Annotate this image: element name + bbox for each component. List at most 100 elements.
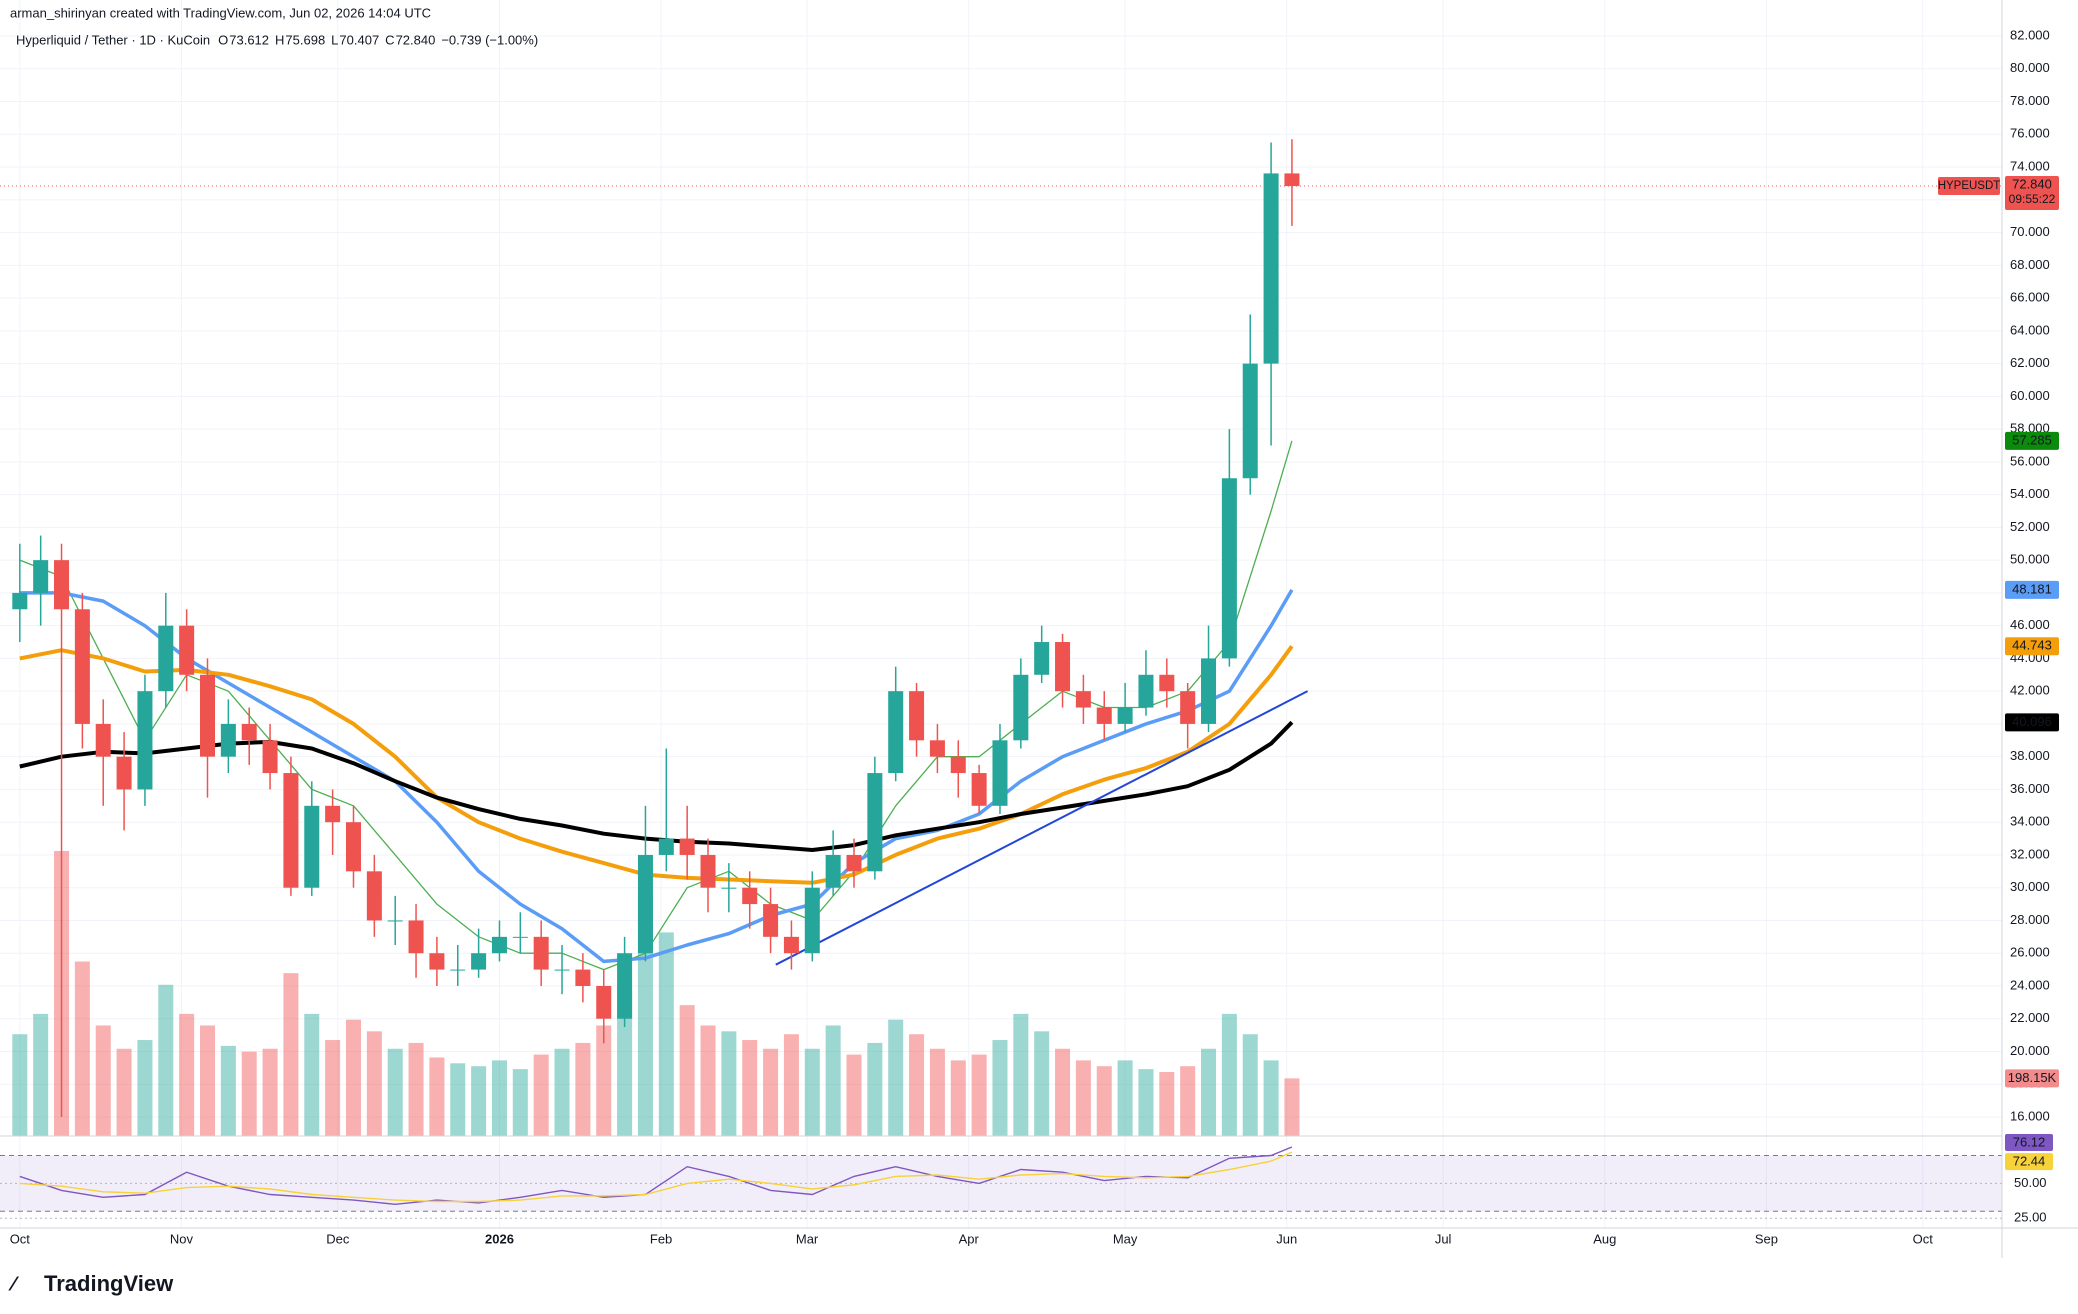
candle-body [241, 723, 257, 741]
candle-body [95, 723, 111, 757]
volume-bar [617, 990, 633, 1136]
candle-body [763, 904, 779, 937]
price-label-bg [2005, 580, 2059, 599]
volume-bar [742, 1040, 758, 1136]
candles [12, 139, 1300, 1118]
logo-text: TradingView [44, 1271, 174, 1296]
volume-bar [1242, 1034, 1258, 1136]
rsi-line [19, 1146, 1293, 1206]
ohlc-value: 73.612 [229, 32, 269, 47]
ohlc-value: 72.840 [396, 32, 436, 47]
symbol: Hyperliquid / Tether · 1D · KuCoin [16, 32, 210, 47]
volume-bar [533, 1054, 549, 1136]
x-tick-label: Mar [796, 1231, 819, 1246]
volume-bar [283, 973, 299, 1136]
candle-body [1096, 707, 1112, 724]
y-tick-label: 80.000 [2010, 60, 2050, 75]
change: −0.739 (−1.00%) [441, 32, 538, 47]
candle-body [1055, 642, 1071, 692]
volume-bar [262, 1048, 278, 1136]
candle-body [679, 838, 695, 855]
candle-body [220, 723, 236, 757]
price-label-bg [2005, 431, 2059, 450]
price-label: 57.285 [2012, 432, 2052, 447]
price-label: 40.096 [2012, 714, 2052, 729]
candle-body [658, 838, 674, 855]
x-tick-label: Apr [959, 1231, 980, 1246]
candle-body [1221, 478, 1237, 659]
volume-bar [12, 1034, 28, 1136]
y-tick-label: 38.000 [2010, 748, 2050, 763]
volume-bar [512, 1069, 528, 1136]
volume-label: 198.15K [2008, 1070, 2057, 1085]
candle-body [1180, 691, 1196, 724]
volume-bar [387, 1048, 403, 1136]
y-tick-label: 36.000 [2010, 781, 2050, 796]
volume-bar [804, 1048, 820, 1136]
candle-body [199, 674, 216, 757]
volume-bar [783, 1034, 799, 1136]
candle-body [1013, 674, 1029, 741]
volume-bar [721, 1031, 737, 1136]
x-tick-label: Jul [1435, 1231, 1452, 1246]
y-tick-label: 60.000 [2010, 388, 2050, 403]
volume-bar [158, 984, 174, 1136]
trendline [775, 690, 1309, 966]
ohlc-key: O [218, 32, 228, 47]
volume-bar [1013, 1013, 1029, 1136]
volume-bar [929, 1048, 945, 1136]
candle-body [491, 936, 507, 954]
candle-body [429, 953, 445, 970]
rsi-label: 72.44 [2013, 1154, 2046, 1169]
x-tick-label: Oct [10, 1231, 31, 1246]
x-tick-label: Dec [326, 1231, 350, 1246]
volume-label-bg [2005, 1069, 2059, 1088]
x-tick-label: May [1113, 1231, 1138, 1246]
candle-body [304, 805, 320, 888]
candle-body [617, 953, 633, 1019]
candle-body [742, 887, 758, 905]
volume-bar [1180, 1066, 1196, 1136]
candle-body [1117, 707, 1133, 724]
candle-body [637, 854, 653, 954]
y-tick-label: 16.000 [2010, 1108, 2050, 1123]
volume-bar [763, 1048, 779, 1136]
candle-body [992, 740, 1008, 806]
ticker: HYPEUSDT [1938, 180, 2001, 192]
candle-body [179, 625, 195, 675]
volume-bar [888, 1019, 904, 1136]
candle-body [929, 740, 945, 757]
attribution: arman_shirinyan created with TradingView… [10, 5, 431, 20]
candle-body [554, 969, 570, 971]
y-tick-label: 50.000 [2010, 552, 2050, 567]
volume-bar [1117, 1060, 1133, 1136]
moving-average [19, 589, 1294, 964]
x-tick-label: Feb [650, 1231, 672, 1246]
candle-body [450, 969, 466, 971]
volume-bar [554, 1048, 570, 1136]
volume-bar [700, 1025, 716, 1136]
candle-body [950, 756, 966, 774]
candle-body [262, 740, 278, 774]
x-tick-label: 2026 [485, 1231, 514, 1246]
candle-body [74, 609, 90, 724]
candle-body [345, 822, 361, 872]
rsi-label-bg [2005, 1133, 2053, 1151]
candle-body [1284, 173, 1300, 187]
candle-body [33, 560, 49, 593]
volume-bar [199, 1025, 216, 1136]
moving-average [19, 440, 1293, 971]
y-tick-label: 20.000 [2010, 1043, 2050, 1058]
volume-bar [95, 1025, 111, 1136]
candle-body [783, 936, 799, 954]
volume-bar [575, 1042, 591, 1136]
candle-body [137, 691, 153, 790]
axes [0, 0, 2078, 1258]
candle-body [366, 871, 382, 921]
volume-bar [116, 1048, 132, 1136]
volume-bar [1159, 1072, 1175, 1136]
rsi-label: 76.12 [2013, 1134, 2046, 1149]
volume-bar [33, 1013, 49, 1136]
y-tick-label: 64.000 [2010, 322, 2050, 337]
